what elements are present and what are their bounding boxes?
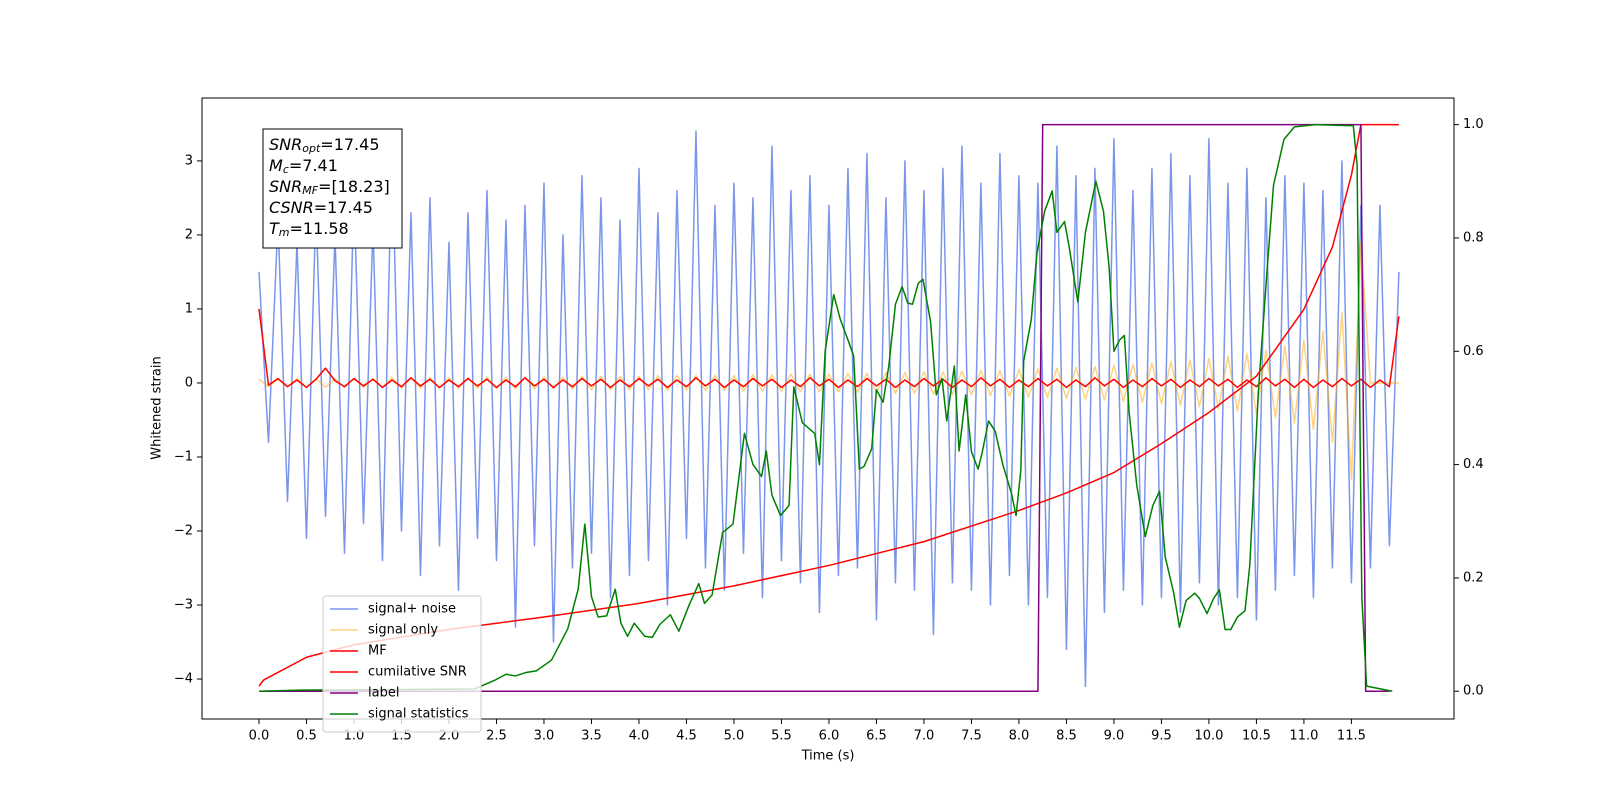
x-tick-label: 2.5 (486, 729, 507, 744)
x-tick-label: 11.5 (1337, 729, 1366, 744)
y-axis-label: Whitened strain (150, 356, 165, 459)
x-tick-label: 8.5 (1056, 729, 1077, 744)
y-tick-label: 0 (185, 375, 193, 390)
x-tick-label: 10.5 (1242, 729, 1271, 744)
series-line (258, 123, 1393, 692)
y-tick-label: 3 (185, 153, 193, 168)
y-tick-label: −3 (174, 598, 193, 613)
x-tick-label: 8.0 (1009, 729, 1030, 744)
annotation-sub: c (283, 163, 289, 176)
x-tick-label: 3.0 (534, 729, 555, 744)
y2-tick-label: 0.0 (1463, 684, 1484, 699)
x-tick-label: 0.5 (296, 729, 317, 744)
y-tick-label: 1 (185, 301, 193, 316)
annotation-rest: =17.45 (320, 135, 379, 154)
legend-label: cumilative SNR (368, 665, 467, 680)
x-tick-label: 9.0 (1104, 729, 1125, 744)
annotation-sub: opt (302, 142, 321, 155)
x-tick-label: 5.5 (771, 729, 792, 744)
x-tick-label: 4.5 (676, 729, 697, 744)
y2-tick-label: 0.6 (1463, 344, 1484, 359)
annotation-rest: =11.58 (290, 219, 349, 238)
legend-label: MF (368, 644, 387, 659)
annotation-rest: =7.41 (289, 156, 338, 175)
annotation-main: T (269, 219, 280, 238)
y2-tick-label: 0.4 (1463, 457, 1484, 472)
annotation: Tm=11.58 (269, 219, 349, 240)
legend-label: label (368, 686, 399, 701)
x-axis-label: Time (s) (801, 749, 855, 764)
annotation: CSNR=17.45 (269, 198, 373, 217)
y2-tick-label: 0.2 (1463, 570, 1484, 585)
annotation: SNRMF=[18.23] (269, 177, 390, 198)
legend-label: signal statistics (368, 707, 469, 722)
annotation-rest: =17.45 (314, 198, 373, 217)
annotation: SNRopt=17.45 (269, 135, 380, 156)
annotation-rest: =[18.23] (318, 177, 390, 196)
annotation-sub: MF (302, 184, 318, 197)
y-tick-label: −4 (174, 672, 193, 687)
y-tick-label: −2 (174, 523, 193, 538)
annotation-main: SNR (269, 135, 302, 154)
annotation-main: SNR (269, 177, 302, 196)
series-line (258, 130, 1400, 688)
annotation-main: CSNR (269, 198, 314, 217)
annotation: Mc=7.41 (269, 156, 338, 177)
x-tick-label: 9.5 (1151, 729, 1172, 744)
annotation-sub: m (279, 226, 290, 239)
x-tick-label: 11.0 (1289, 729, 1318, 744)
x-tick-label: 5.0 (724, 729, 745, 744)
series-line (259, 123, 1390, 692)
annotation-box (262, 128, 403, 249)
legend-box (322, 595, 482, 733)
x-tick-label: 6.5 (866, 729, 887, 744)
x-tick-label: 3.5 (581, 729, 602, 744)
x-tick-label: 10.0 (1194, 729, 1223, 744)
axes-frame (201, 97, 1455, 720)
annotation-main: M (269, 156, 283, 175)
y-tick-label: 2 (185, 227, 193, 242)
series-line (258, 241, 1399, 480)
series-line (258, 308, 1400, 389)
legend-label: signal only (368, 623, 438, 638)
y-tick-label: −1 (174, 449, 193, 464)
y2-tick-label: 0.8 (1463, 230, 1484, 245)
x-tick-label: 6.0 (819, 729, 840, 744)
x-tick-label: 7.5 (961, 729, 982, 744)
x-tick-label: 0.0 (249, 729, 270, 744)
legend-label: signal+ noise (368, 602, 456, 617)
x-tick-label: 4.0 (629, 729, 650, 744)
x-tick-label: 7.0 (914, 729, 935, 744)
y2-tick-label: 1.0 (1463, 117, 1484, 132)
